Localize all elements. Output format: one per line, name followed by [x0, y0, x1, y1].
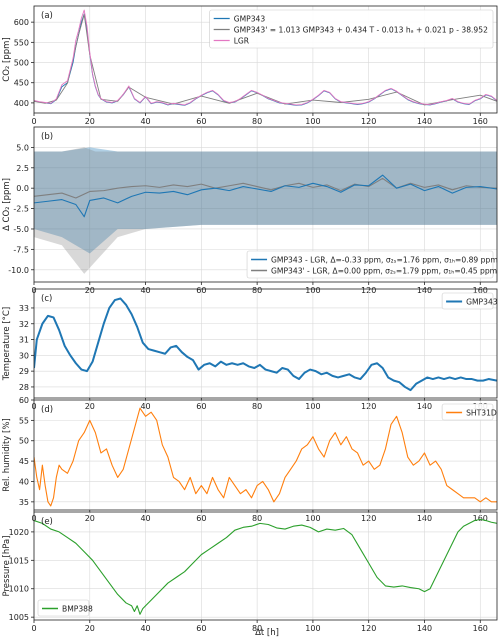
y-tick-label: -7.5: [13, 245, 29, 254]
x-tick-label: 140: [417, 624, 432, 633]
legend: GMP343 GMP343' = 1.013 GMP343 + 0.434 T -…: [209, 9, 494, 49]
x-tick-label: 60: [196, 117, 206, 126]
y-tick-label: 450: [14, 79, 29, 88]
plot-frame: [33, 5, 498, 114]
series-line-1: [34, 174, 497, 218]
series-line-0: [34, 518, 497, 615]
series-line-0: [34, 407, 497, 507]
x-tick-label: 40: [140, 624, 150, 633]
y-tick-label: 40: [19, 477, 29, 486]
x-tick-label: 100: [305, 117, 320, 126]
y-tick-label: -10.0: [8, 266, 29, 275]
legend-label: SHT31D: [466, 408, 497, 417]
panel-1: -10.0-7.5-5.0-2.50.02.55.00 20 40 60 80 100 12…: [2, 126, 498, 295]
panel-label: (a): [41, 11, 53, 21]
legend-box: [246, 250, 494, 279]
legend-label: GMP343: [234, 14, 266, 23]
y-tick-label: 31: [19, 336, 29, 345]
y-tick-label: 29: [19, 367, 29, 376]
legend: GMP343 - LGR, Δ=-0.33 ppm, σ₂ₛ=1.76 ppm,…: [246, 250, 498, 279]
panel-label: (d): [41, 405, 53, 415]
y-tick-label: 50: [19, 437, 29, 446]
y-tick-label: 30: [19, 351, 29, 360]
legend: SHT31D: [441, 403, 497, 421]
plot-area: [34, 147, 497, 274]
panel-label: (b): [41, 132, 53, 142]
legend-label: BMP388: [62, 604, 93, 613]
y-tick-label: 35: [19, 498, 29, 507]
y-tick-label: -2.5: [13, 205, 29, 214]
x-tick-label: 0: [31, 117, 36, 126]
y-tick-label: 600: [14, 18, 29, 27]
y-axis-label: Rel. humidity [%]: [2, 418, 12, 491]
y-tick-label: 33: [19, 304, 29, 313]
panel-label: (e): [41, 517, 53, 527]
y-tick-label: 1005: [9, 613, 29, 622]
legend-label: GMP343: [466, 297, 498, 306]
series-line-2: [34, 9, 497, 106]
y-tick-label: 2.5: [16, 164, 29, 173]
y-tick-label: 1010: [9, 585, 29, 594]
x-tick-label: 20: [85, 624, 95, 633]
panel-4: 1005 1010 1015 1020 0 20 40 60 80 100 120 140 160 (e)…: [2, 511, 498, 633]
y-tick-label: 500: [14, 59, 29, 68]
legend-box: [37, 599, 90, 617]
y-tick-label: -5.0: [13, 225, 29, 234]
y-axis-label: Pressure [hPa]: [2, 536, 12, 597]
x-tick-label: 120: [361, 117, 376, 126]
x-tick-label: 20: [85, 117, 95, 126]
x-tick-label: 40: [140, 117, 150, 126]
plot-area: [34, 407, 497, 507]
legend: GMP343: [441, 292, 498, 310]
plot-area: [34, 518, 497, 615]
y-tick-label: 550: [14, 38, 29, 47]
x-tick-label: 80: [252, 624, 262, 633]
y-tick-label: 32: [19, 320, 29, 329]
y-tick-label: 55: [19, 416, 29, 425]
y-axis-label: Temperature [°C]: [2, 307, 12, 381]
series-line-0: [34, 297, 497, 392]
legend: BMP388: [37, 599, 93, 617]
x-tick-label: 80: [252, 117, 262, 126]
plot-area: [34, 297, 497, 392]
x-tick-label: 140: [417, 117, 432, 126]
x-axis-label: Δt [h]: [255, 628, 279, 638]
x-tick-label: 160: [473, 117, 488, 126]
y-tick-label: 0.0: [16, 184, 29, 193]
plot-frame: [33, 126, 498, 283]
x-tick-label: 100: [305, 624, 320, 633]
legend-box: [209, 9, 494, 49]
legend-box: [441, 292, 494, 310]
plot-frame: [33, 399, 498, 511]
y-tick-label: 5.0: [16, 143, 29, 152]
panel-0: 400 450 500 550 600 0 20 40 60 80 100 120 140 160 (a) C…: [2, 5, 498, 126]
y-tick-label: 28: [19, 383, 29, 392]
x-tick-label: 0: [31, 624, 36, 633]
y-tick-label: 1015: [9, 556, 29, 565]
y-tick-label: 1020: [9, 528, 29, 537]
y-tick-label: 400: [14, 99, 29, 108]
plot-area: [34, 9, 497, 106]
legend-label: GMP343 - LGR, Δ=-0.33 ppm, σ₂ₛ=1.76 ppm,…: [271, 255, 498, 264]
y-axis-label: CO₂ [ppm]: [2, 37, 12, 81]
scatter-band-0: [34, 147, 497, 254]
y-axis-label: Δ CO₂ [ppm]: [2, 178, 12, 231]
legend-label: GMP343' = 1.013 GMP343 + 0.434 T - 0.013…: [234, 25, 488, 34]
x-tick-label: 160: [473, 624, 488, 633]
x-tick-label: 60: [196, 624, 206, 633]
y-tick-label: 45: [19, 457, 29, 466]
plot-frame: [33, 511, 498, 621]
legend-label: GMP343' - LGR, Δ=0.00 ppm, σ₂ₛ=1.79 ppm,…: [271, 266, 497, 275]
x-tick-label: 120: [361, 624, 376, 633]
legend-box: [441, 403, 494, 421]
panel-label: (c): [41, 294, 52, 304]
y-tick-label: 60: [19, 396, 29, 405]
series-line-0: [34, 177, 497, 199]
plot-frame: [33, 288, 498, 399]
legend-label: LGR: [234, 36, 250, 45]
panel-2: 282930313233020406080100120140160(c)Temp…: [2, 288, 498, 411]
